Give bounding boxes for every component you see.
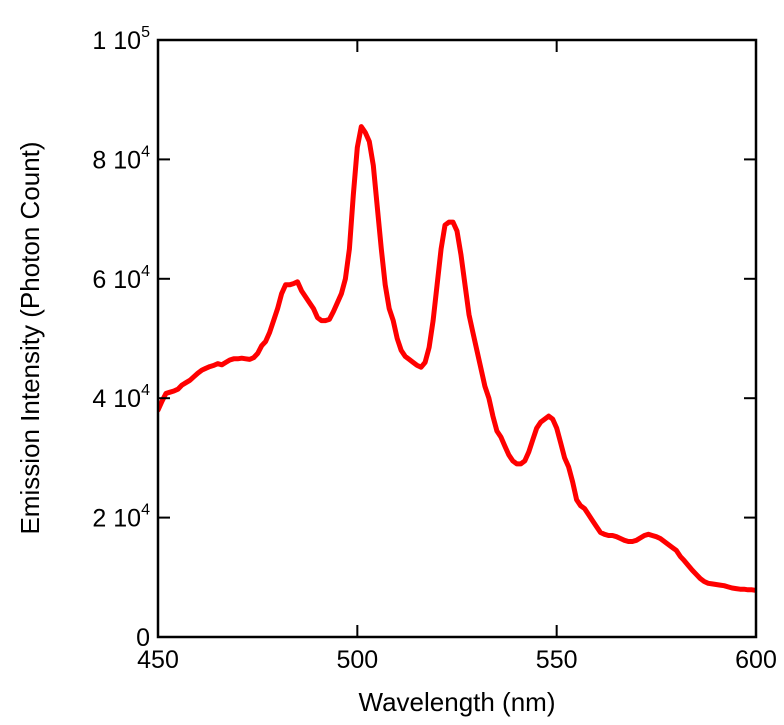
data-layer xyxy=(158,124,756,593)
x-axis-label: Wavelength (nm) xyxy=(359,687,556,717)
y-axis-label: Emission Intensity (Photon Count) xyxy=(15,141,45,534)
x-tick-label: 500 xyxy=(336,646,378,674)
y-tick-label: 8 104 xyxy=(92,143,150,174)
y-tick-label: 2 104 xyxy=(92,502,150,533)
y-tick-label: 4 104 xyxy=(92,382,150,413)
y-tick-label: 1 105 xyxy=(92,24,150,55)
x-tick-label: 450 xyxy=(137,646,179,674)
y-tick-label: 0 xyxy=(136,624,150,652)
ticks-layer: 450 500 550 600 0 2 104 4 104 6 104 8 104 1 105 xyxy=(92,24,776,674)
emission-series-line xyxy=(158,124,756,593)
x-tick-label: 550 xyxy=(536,646,578,674)
plot-frame xyxy=(156,38,758,639)
y-tick-label: 6 104 xyxy=(92,263,150,294)
x-tick-label: 600 xyxy=(735,646,777,674)
